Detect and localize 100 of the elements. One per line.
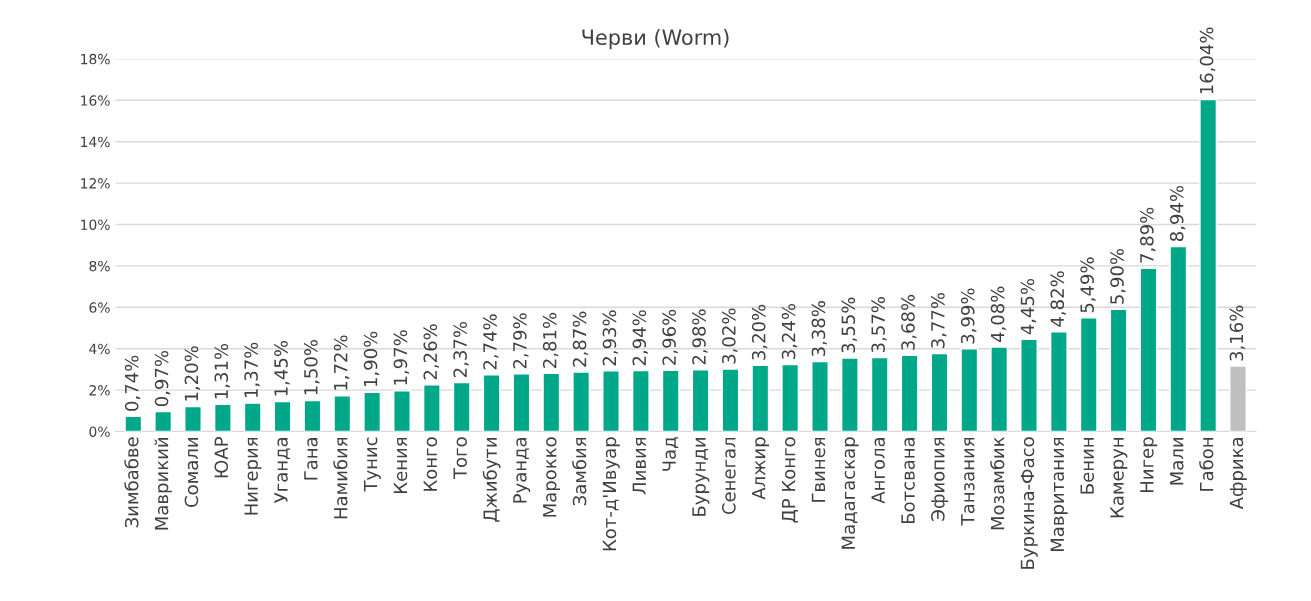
x-tick-label: Тунис bbox=[363, 437, 381, 492]
x-tick-label: Африка bbox=[1229, 438, 1247, 510]
bar bbox=[900, 354, 919, 432]
y-tick-label: 0% bbox=[89, 426, 110, 437]
data-label: 1,50% bbox=[304, 339, 320, 395]
x-tick-label: Гана bbox=[304, 438, 318, 480]
x-tick-label: Ангола bbox=[871, 438, 885, 504]
bar bbox=[721, 368, 740, 432]
y-tick-label: 10% bbox=[81, 219, 110, 230]
bar bbox=[512, 373, 531, 432]
bar bbox=[213, 403, 232, 432]
bar bbox=[1139, 267, 1158, 432]
data-label: 3,16% bbox=[1229, 305, 1246, 361]
x-tick-label: Сомали bbox=[184, 438, 199, 507]
data-label: 2,96% bbox=[662, 309, 678, 365]
bar bbox=[870, 356, 889, 432]
data-label: 4,45% bbox=[1020, 278, 1037, 335]
bar bbox=[602, 370, 620, 432]
bar bbox=[333, 395, 352, 432]
bar bbox=[691, 369, 710, 432]
data-label: 3,77% bbox=[931, 292, 947, 348]
x-tick-label: Мавритания bbox=[1050, 437, 1068, 552]
bar bbox=[661, 369, 680, 432]
data-label: 2,74% bbox=[483, 314, 499, 370]
data-label: 1,37% bbox=[244, 342, 260, 398]
chart-title: Черви (Worm) bbox=[582, 29, 729, 50]
x-tick-label: Мозамбик bbox=[990, 436, 1005, 530]
data-label: 2,37% bbox=[453, 321, 469, 377]
bar bbox=[960, 348, 979, 432]
bar bbox=[1109, 308, 1128, 432]
data-label: 2,26% bbox=[423, 324, 439, 380]
data-label: 3,38% bbox=[811, 301, 828, 357]
x-tick-label: Габон bbox=[1199, 438, 1214, 491]
bar bbox=[393, 390, 411, 432]
x-tick-label: Ливия bbox=[632, 437, 646, 495]
x-tick-label: ЮАР bbox=[214, 436, 229, 478]
data-label: 1,90% bbox=[363, 331, 380, 387]
y-tick-label: 2% bbox=[89, 385, 110, 396]
x-tick-label: Намибия bbox=[333, 437, 348, 519]
data-label: 2,93% bbox=[602, 310, 619, 366]
x-tick-label: Бенин bbox=[1080, 438, 1094, 494]
x-tick-label: Марокко bbox=[543, 437, 561, 517]
bar bbox=[363, 391, 382, 432]
bar bbox=[751, 364, 770, 432]
data-label: 4,08% bbox=[990, 286, 1007, 343]
x-tick-label: Замбия bbox=[572, 437, 587, 506]
bar bbox=[1229, 365, 1247, 432]
y-tick-label: 16% bbox=[81, 95, 110, 106]
data-label: 3,24% bbox=[781, 303, 798, 359]
x-tick-label: Нигер bbox=[1140, 437, 1158, 492]
data-label: 3,02% bbox=[722, 308, 738, 364]
bar bbox=[811, 360, 829, 432]
data-label: 1,31% bbox=[214, 343, 230, 399]
x-tick-label: Камерун bbox=[1110, 438, 1128, 518]
bar bbox=[1079, 317, 1098, 432]
x-tick-label: Руанда bbox=[513, 438, 531, 503]
y-tick-label: 8% bbox=[89, 260, 110, 272]
data-label: 5,49% bbox=[1080, 257, 1096, 313]
x-tick-label: Кения bbox=[393, 437, 408, 493]
x-tick-label: Сенегал bbox=[722, 437, 736, 515]
bar bbox=[303, 399, 322, 432]
bar bbox=[930, 352, 949, 432]
data-label: 16,04% bbox=[1199, 27, 1216, 94]
x-tick-label: Маврикий bbox=[154, 438, 172, 530]
bar bbox=[1199, 98, 1218, 432]
data-label: 3,20% bbox=[751, 304, 768, 360]
data-label: 2,94% bbox=[632, 310, 648, 366]
bar bbox=[1049, 331, 1068, 432]
data-label: 1,72% bbox=[333, 335, 350, 390]
y-tick-label: 6% bbox=[89, 302, 110, 313]
data-label: 2,81% bbox=[542, 312, 559, 368]
x-tick-label: Чад bbox=[662, 437, 679, 471]
bar bbox=[124, 415, 143, 432]
x-tick-label: Конго bbox=[423, 437, 438, 491]
data-label: 3,68% bbox=[901, 294, 917, 350]
bar bbox=[631, 369, 650, 432]
bar bbox=[452, 381, 471, 432]
x-tick-label: Мали bbox=[1170, 438, 1184, 485]
x-tick-label: ДР Конго bbox=[781, 437, 798, 523]
x-tick-label: Того bbox=[453, 437, 467, 480]
bar bbox=[840, 357, 859, 432]
bar bbox=[243, 402, 262, 432]
bar bbox=[482, 374, 501, 432]
x-tick-label: Уганда bbox=[274, 438, 291, 503]
bar bbox=[422, 384, 441, 432]
x-tick-label: Гвинея bbox=[811, 437, 826, 502]
x-tick-label: Эфиопия bbox=[931, 437, 949, 521]
x-tick-label: Ботсвана bbox=[901, 438, 915, 524]
data-label: 3,55% bbox=[841, 297, 857, 353]
data-label: 5,90% bbox=[1110, 248, 1126, 304]
bar bbox=[154, 410, 173, 432]
data-label: 0,97% bbox=[154, 350, 171, 407]
x-tick-label: Нигерия bbox=[244, 437, 262, 515]
bar bbox=[1020, 338, 1038, 432]
bar bbox=[990, 346, 1009, 432]
x-tick-label: Алжир bbox=[752, 437, 770, 500]
bar bbox=[781, 363, 800, 432]
y-tick-label: 18% bbox=[81, 53, 110, 65]
data-label: 2,87% bbox=[572, 311, 589, 367]
x-tick-label: Кот-д'Ивуар bbox=[602, 437, 620, 551]
